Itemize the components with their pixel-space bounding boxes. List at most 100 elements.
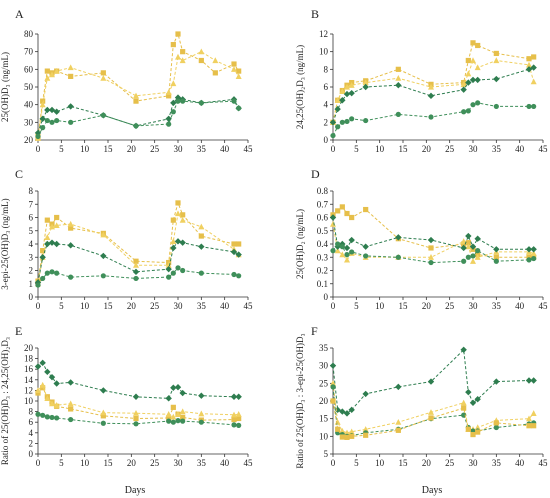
x-tick-label: 5 <box>59 301 64 311</box>
data-point <box>395 383 402 391</box>
data-point <box>461 241 467 247</box>
x-tick-label: 45 <box>244 458 254 468</box>
data-point <box>54 117 60 124</box>
data-point <box>395 66 401 72</box>
data-point <box>67 103 74 110</box>
y-tick-label: 14 <box>24 375 34 385</box>
y-tick-label: 0 <box>29 449 34 459</box>
data-point <box>526 103 532 110</box>
data-point <box>465 108 471 114</box>
data-point <box>170 413 177 420</box>
x-tick-label: 30 <box>174 458 184 468</box>
data-point <box>469 76 477 84</box>
data-point <box>100 231 107 238</box>
data-point <box>235 251 242 258</box>
y-tick-label: 8 <box>324 64 329 74</box>
x-tick-label: 15 <box>399 144 409 154</box>
data-point <box>198 243 205 250</box>
data-point <box>100 409 107 416</box>
series-line <box>37 201 239 282</box>
x-tick-label: 20 <box>127 301 137 311</box>
data-point <box>470 253 476 259</box>
data-point <box>339 251 346 258</box>
series-0 <box>35 31 242 140</box>
series-3 <box>35 411 242 428</box>
data-point <box>133 92 139 99</box>
data-point <box>362 83 369 91</box>
series-3 <box>330 241 537 266</box>
data-point <box>44 240 51 248</box>
data-point <box>335 241 341 247</box>
y-tick-label: 60 <box>24 64 34 74</box>
data-point <box>493 378 500 385</box>
data-point <box>198 419 204 425</box>
y-tick-label: 40 <box>24 100 34 110</box>
data-point <box>170 244 177 252</box>
data-point <box>339 204 345 210</box>
data-point <box>100 252 107 260</box>
data-point <box>175 200 181 206</box>
data-point <box>493 57 500 64</box>
y-tick-label: 10 <box>319 47 329 57</box>
data-point <box>231 416 237 423</box>
data-point <box>180 414 186 421</box>
x-tick-label: 30 <box>469 301 479 311</box>
y-tick-label: 3 <box>29 252 34 262</box>
data-point <box>230 393 238 400</box>
data-point <box>428 409 434 415</box>
x-tick-label: 45 <box>244 301 254 311</box>
data-point <box>212 70 218 76</box>
data-point <box>362 426 369 432</box>
y-tick-label: 35 <box>319 343 329 353</box>
data-point <box>531 423 537 429</box>
y-tick-label: 0.4 <box>317 239 329 249</box>
data-point <box>165 411 172 417</box>
x-tick-label: 25 <box>150 301 160 311</box>
data-point <box>212 57 219 64</box>
data-point <box>100 273 106 279</box>
data-point <box>231 411 237 418</box>
data-point <box>339 408 346 415</box>
data-point <box>236 273 242 279</box>
data-point <box>180 267 186 274</box>
data-point <box>329 362 337 369</box>
data-point <box>236 68 242 74</box>
data-point <box>67 379 74 386</box>
data-point <box>343 90 351 98</box>
data-point <box>339 88 346 95</box>
data-point <box>474 254 481 260</box>
data-point <box>67 242 74 249</box>
data-point <box>39 115 46 122</box>
data-point <box>474 76 481 84</box>
data-point <box>198 48 205 55</box>
data-point <box>525 66 533 73</box>
data-point <box>132 268 140 276</box>
x-tick-label: 25 <box>150 144 160 154</box>
data-point <box>174 384 182 391</box>
data-point <box>349 116 355 122</box>
data-point <box>339 97 346 104</box>
x-tick-label: 25 <box>445 144 455 154</box>
data-point <box>395 111 401 117</box>
data-point <box>469 243 477 250</box>
data-point <box>236 105 242 111</box>
x-tick-label: 25 <box>445 458 455 468</box>
data-point <box>465 57 471 64</box>
data-point <box>231 61 237 67</box>
y-tick-label: 0.2 <box>317 266 328 276</box>
x-tick-label: 40 <box>515 458 525 468</box>
data-point <box>67 220 74 227</box>
data-point <box>179 216 186 223</box>
data-point <box>236 241 242 247</box>
x-tick-label: 0 <box>36 458 41 468</box>
data-point <box>335 426 341 432</box>
x-tick-label: 35 <box>492 144 502 154</box>
y-axis-title: Ratio of 25(OH)D₃ : 3-epi-25(OH)D₃ <box>295 333 305 468</box>
data-point <box>230 248 238 256</box>
data-point <box>40 125 46 131</box>
data-point <box>465 426 471 432</box>
data-point <box>349 433 355 439</box>
data-point <box>493 50 499 57</box>
data-point <box>236 422 242 428</box>
